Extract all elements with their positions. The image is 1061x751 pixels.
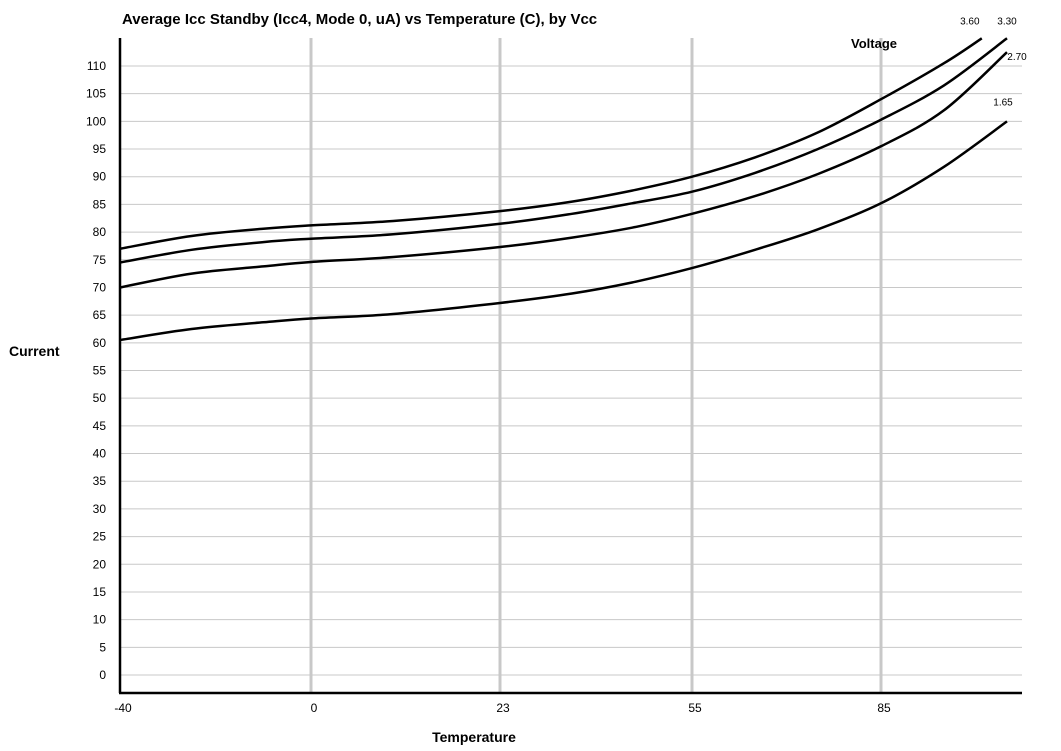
chart-title: Average Icc Standby (Icc4, Mode 0, uA) v… (122, 11, 597, 28)
y-tick-label: 5 (99, 640, 106, 654)
y-tick-label: 45 (93, 419, 107, 433)
x-tick-label: 0 (311, 701, 318, 715)
series-line-1-65 (119, 120, 1008, 342)
y-tick-label: 95 (93, 142, 107, 156)
x-tick-label: 85 (877, 701, 891, 715)
y-tick-label: 70 (93, 280, 107, 294)
y-tick-label: 50 (93, 391, 107, 405)
y-ticks: 0 5 10 15 20 25 30 35 40 45 50 55 60 65 70 75 80 85 90 95 10… (86, 59, 106, 682)
series-line-3-30 (119, 37, 1008, 264)
series-labels: 3.60 3.30 2.70 1.65 (960, 16, 1027, 108)
y-tick-label: 40 (93, 447, 107, 461)
y-tick-label: 90 (93, 170, 107, 184)
x-axis-label: Temperature (432, 729, 516, 745)
axes (118, 38, 1022, 695)
y-tick-label: 55 (93, 364, 107, 378)
y-tick-label: 80 (93, 225, 107, 239)
y-tick-label: 20 (93, 557, 107, 571)
x-ticks: -40 0 23 55 85 (114, 701, 891, 715)
series-label-3-30: 3.30 (997, 16, 1017, 27)
y-tick-label: 25 (93, 530, 107, 544)
y-tick-label: 75 (93, 253, 107, 267)
legend-title: Voltage (851, 36, 897, 51)
y-tick-label: 60 (93, 336, 107, 350)
series-label-3-60: 3.60 (960, 16, 980, 27)
series-label-1-65: 1.65 (993, 97, 1013, 108)
series-label-2-70: 2.70 (1007, 52, 1027, 63)
y-tick-label: 110 (87, 59, 106, 73)
grid (120, 38, 1022, 693)
y-tick-label: 105 (86, 87, 106, 101)
series-line-3-60 (119, 37, 983, 250)
y-tick-label: 35 (93, 474, 107, 488)
y-tick-label: 30 (93, 502, 107, 516)
y-tick-label: 65 (93, 308, 107, 322)
y-tick-label: 15 (93, 585, 107, 599)
x-tick-label: -40 (114, 701, 132, 715)
y-axis-label: Current (9, 343, 60, 359)
series-lines (119, 37, 1008, 342)
y-tick-label: 0 (99, 668, 106, 682)
y-tick-label: 10 (93, 613, 107, 627)
y-tick-label: 85 (93, 197, 107, 211)
series-line-2-70 (119, 51, 1008, 289)
y-tick-label: 100 (86, 114, 106, 128)
x-tick-label: 55 (688, 701, 702, 715)
x-tick-label: 23 (496, 701, 510, 715)
